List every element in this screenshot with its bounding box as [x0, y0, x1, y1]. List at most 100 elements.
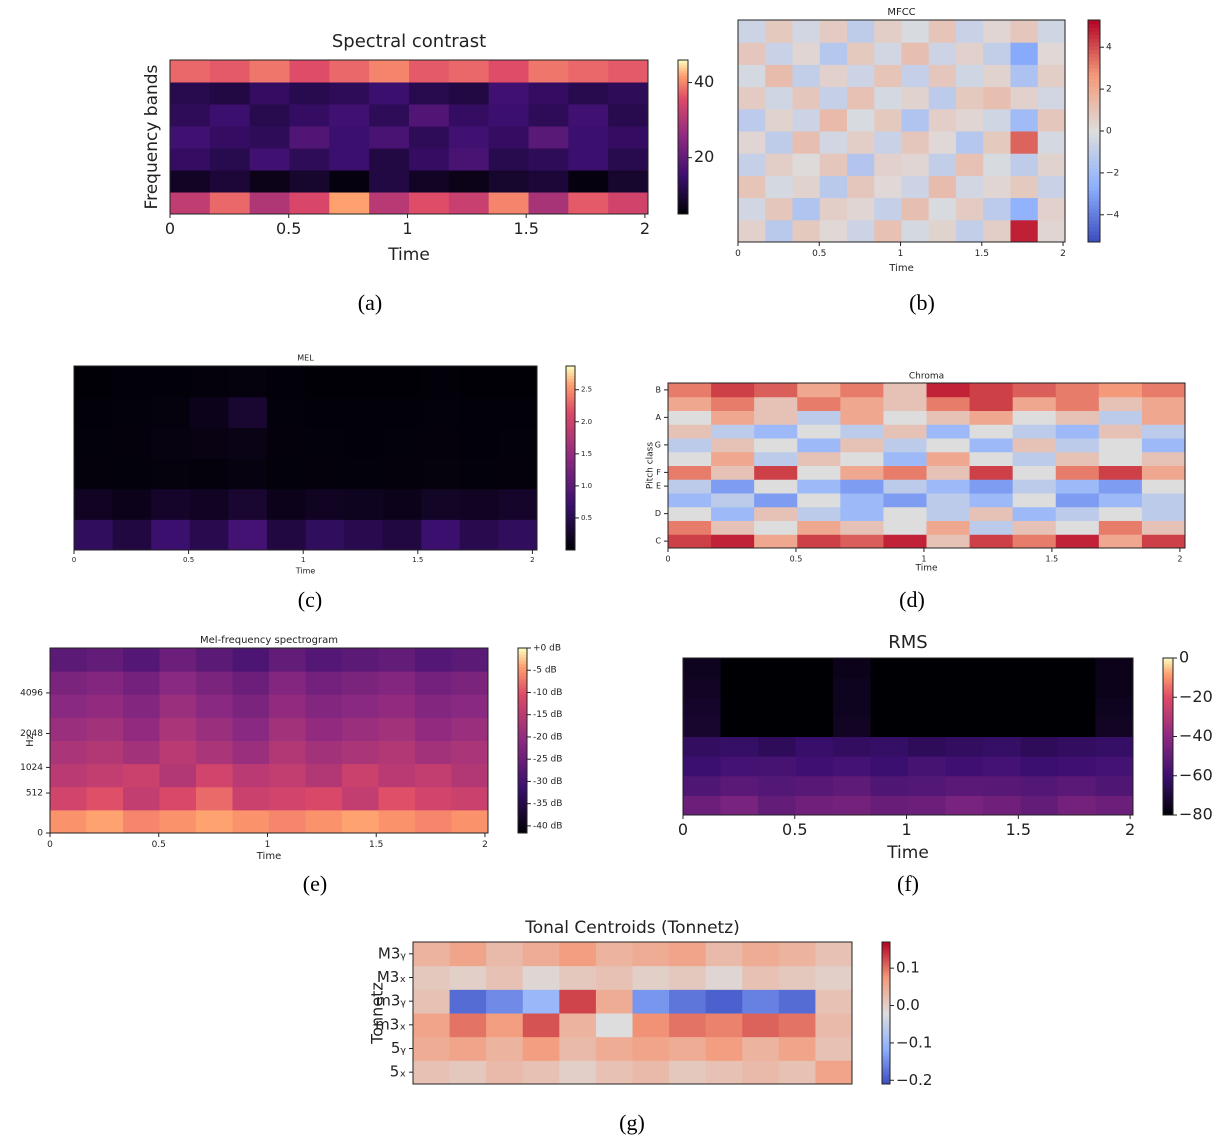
x-tick-label: 1: [402, 219, 412, 238]
heat-cell: [754, 424, 798, 439]
colorbar-step: [518, 789, 527, 794]
heat-cell: [249, 170, 290, 193]
x-tick-label: 0.5: [276, 219, 301, 238]
x-axis-label: Time: [387, 245, 430, 265]
heat-cell: [342, 694, 379, 718]
colorbar-step: [566, 546, 575, 551]
y-tick-label: 5ᵧ: [391, 1039, 407, 1057]
colorbar-step: [882, 965, 890, 969]
caption: (c): [298, 587, 322, 612]
colorbar-step: [678, 121, 688, 125]
heat-cell: [486, 989, 524, 1014]
heat-cell: [415, 694, 452, 718]
colorbar-step: [1163, 676, 1173, 680]
colorbar-step: [518, 722, 527, 726]
colorbar-tick-label: 2.5: [581, 386, 592, 394]
heat-cell: [742, 965, 780, 990]
heat-cell: [415, 740, 452, 765]
colorbar-step: [882, 1046, 890, 1049]
colorbar-step: [566, 445, 575, 450]
heat-cell: [720, 736, 759, 757]
heat-cell: [595, 989, 633, 1014]
colorbar-step: [566, 525, 575, 530]
heat-cell: [344, 488, 384, 520]
y-axis-label: Pitch class: [646, 442, 656, 489]
colorbar-step: [678, 170, 688, 174]
heat-cell: [792, 219, 821, 243]
heat-cell: [1055, 410, 1100, 425]
colorbar-step: [566, 421, 575, 425]
colorbar-step: [566, 470, 575, 474]
colorbar-step: [882, 1069, 890, 1073]
colorbar-step: [518, 728, 527, 732]
heat-cell: [758, 697, 796, 718]
colorbar-step: [566, 519, 575, 523]
heat-cell: [305, 648, 343, 672]
heat-cell: [378, 786, 416, 811]
colorbar-step: [1088, 68, 1100, 73]
colorbar-step: [678, 137, 688, 141]
heat-cell: [926, 465, 971, 480]
colorbar-tick-label: −2: [1106, 168, 1119, 178]
heat-cell: [683, 756, 721, 777]
colorbar-step: [1088, 27, 1100, 32]
heat-cell: [498, 427, 538, 459]
colorbar-step: [882, 1074, 890, 1078]
colorbar-step: [1163, 757, 1173, 761]
caption: (g): [619, 1110, 645, 1135]
heat-cell: [249, 104, 290, 127]
heat-cell: [498, 488, 538, 520]
colorbar-step: [518, 774, 527, 778]
heat-cell: [342, 763, 379, 788]
heat-cell: [595, 1036, 633, 1061]
heat-cell: [683, 697, 721, 718]
heat-cell: [711, 493, 755, 508]
heat-cell: [74, 488, 114, 520]
heat-cell: [945, 736, 984, 757]
heat-cell: [382, 458, 422, 490]
x-tick-label: 0: [735, 249, 741, 259]
heat-cell: [488, 126, 529, 149]
heat-cell: [1095, 716, 1134, 737]
caption: (d): [899, 587, 925, 612]
heat-cell: [449, 989, 487, 1014]
x-tick-label: 0.5: [812, 249, 826, 259]
colorbar-step: [1163, 804, 1173, 808]
heat-cell: [1020, 795, 1059, 816]
heat-cell: [413, 1060, 451, 1085]
colorbar-tick-label: 1.5: [581, 450, 592, 458]
colorbar-step: [1088, 193, 1100, 199]
colorbar-tick-label: 0.1: [896, 959, 920, 977]
colorbar-step: [678, 180, 688, 184]
heat-cell: [196, 648, 233, 672]
heat-cell: [568, 60, 609, 83]
heat-cell: [1037, 175, 1066, 199]
heat-cell: [668, 451, 712, 466]
colorbar-step: [678, 67, 688, 71]
colorbar-step: [566, 399, 575, 404]
colorbar-step: [518, 802, 527, 806]
heat-cell: [711, 424, 755, 439]
heat-cell: [369, 60, 410, 83]
colorbar-step: [518, 681, 527, 686]
heat-cell: [983, 175, 1011, 199]
heat-cell: [956, 20, 984, 43]
heat-cell: [883, 493, 927, 508]
heat-cell: [928, 86, 957, 110]
heat-cell: [269, 671, 306, 695]
heat-cell: [151, 366, 191, 398]
heat-cell: [969, 479, 1014, 494]
colorbar-step: [882, 968, 890, 971]
heat-cell: [382, 519, 422, 551]
colorbar-step: [678, 152, 688, 156]
heat-cell: [522, 942, 560, 967]
heat-cell: [448, 192, 490, 215]
colorbar-step: [882, 1081, 890, 1085]
heat-cell: [711, 520, 755, 535]
heat-cell: [486, 1013, 524, 1038]
heat-cell: [269, 763, 306, 788]
y-tick-label: E: [656, 482, 661, 491]
colorbar-step: [1088, 64, 1100, 69]
heat-cell: [758, 756, 796, 777]
heat-cell: [305, 519, 345, 551]
